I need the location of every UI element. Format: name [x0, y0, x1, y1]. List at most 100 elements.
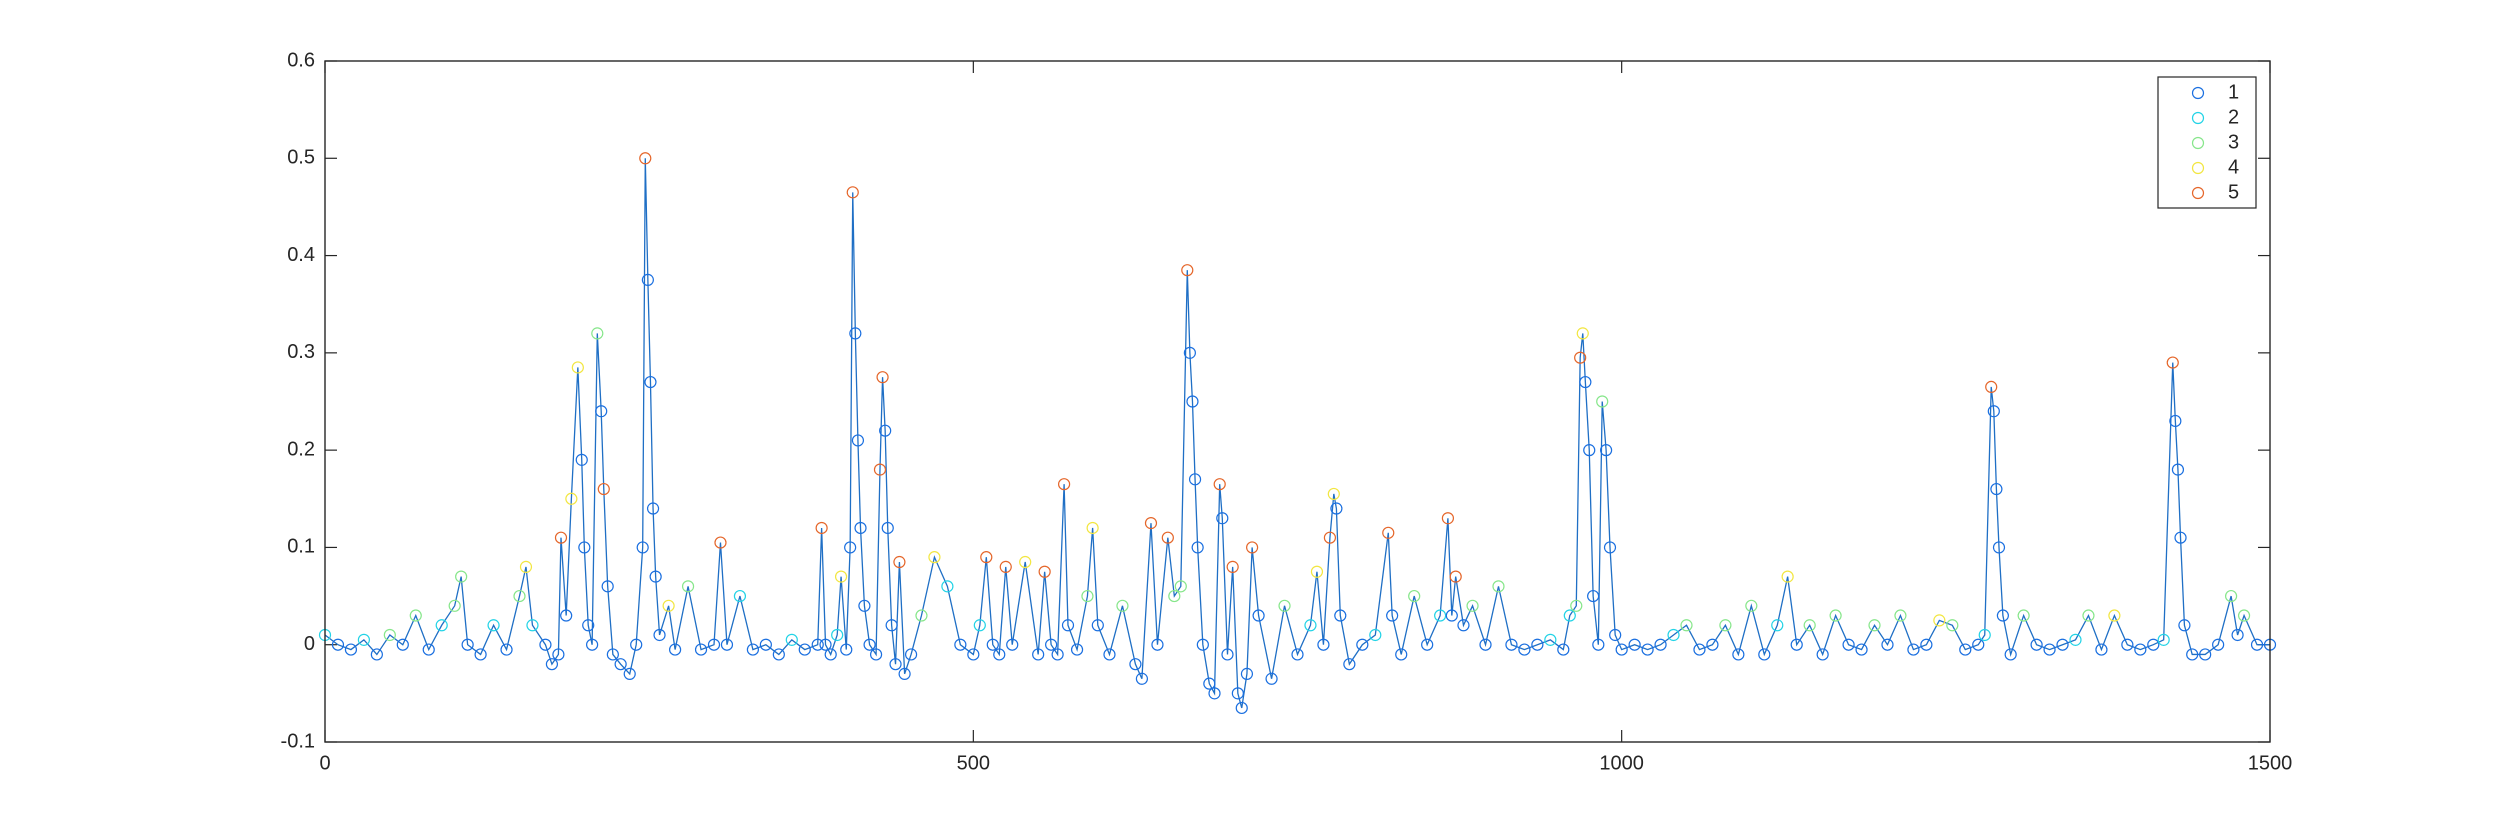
data-point [2121, 638, 2134, 651]
data-point [1310, 565, 1324, 578]
data-point [1609, 628, 1622, 642]
data-point [1317, 638, 1330, 651]
data-point [1574, 351, 1587, 364]
data-point [2082, 609, 2095, 622]
data-point [2166, 356, 2179, 369]
data-point [1719, 619, 1732, 632]
data-point [383, 628, 396, 642]
data-point [785, 633, 798, 646]
data-point [1842, 638, 1855, 651]
data-point [1531, 638, 1544, 651]
data-point [606, 648, 619, 661]
data-point [1231, 687, 1244, 700]
data-point [1061, 619, 1075, 632]
data-point [1129, 658, 1142, 671]
data-point [824, 648, 837, 661]
data-point [1441, 512, 1455, 525]
data-point [1745, 599, 1758, 612]
data-point [1161, 531, 1174, 544]
data-point [1758, 648, 1771, 661]
data-point [915, 609, 928, 622]
data-point [1445, 609, 1458, 622]
data-point [630, 638, 643, 651]
data-point [811, 638, 824, 651]
data-point [2030, 638, 2043, 651]
data-point [1449, 570, 1462, 583]
data-point [851, 434, 865, 447]
data-point [840, 643, 853, 656]
data-point [1038, 565, 1051, 578]
data-point [819, 638, 832, 651]
data-point [893, 555, 906, 569]
data-point [1628, 638, 1641, 651]
data-point [500, 643, 513, 656]
data-point [1203, 677, 1216, 690]
data-point [2174, 531, 2187, 544]
data-point [1019, 555, 1032, 569]
data-point [1334, 609, 1347, 622]
data-point [1434, 609, 1447, 622]
data-point [2004, 648, 2017, 661]
data-point [591, 327, 604, 340]
data-point [1327, 487, 1340, 501]
data-point [999, 560, 1012, 573]
data-point [1235, 701, 1248, 715]
data-point [601, 580, 614, 593]
data-point [1240, 667, 1254, 681]
legend-marker [2191, 86, 2205, 100]
data-point [904, 648, 918, 661]
x-tick-label: 0 [319, 752, 330, 774]
data-point [954, 638, 967, 651]
data-point [455, 570, 468, 583]
data-point [1978, 628, 1991, 642]
data-point [733, 589, 747, 603]
data-point [1457, 619, 1470, 632]
data-point [980, 551, 993, 564]
data-point [1343, 658, 1356, 671]
legend-label: 5 [2228, 181, 2239, 203]
data-point [1006, 638, 1019, 651]
data-point [586, 638, 599, 651]
data-point [1174, 580, 1187, 593]
legend-marker [2191, 111, 2205, 125]
data-point [2237, 609, 2251, 622]
data-point [649, 570, 662, 583]
data-point [1855, 643, 1868, 656]
data-point [1732, 648, 1745, 661]
data-point [2108, 609, 2121, 622]
legend-label: 1 [2228, 81, 2239, 103]
data-point [858, 599, 871, 612]
data-point [1421, 638, 1434, 651]
data-point [1252, 609, 1265, 622]
data-point [844, 541, 857, 554]
data-point [1291, 648, 1304, 661]
data-point [681, 580, 695, 593]
data-point [1369, 628, 1382, 642]
data-point [1278, 599, 1291, 612]
data-point [1583, 444, 1596, 457]
data-point [396, 638, 409, 651]
data-point [1563, 609, 1576, 622]
data-point [707, 638, 721, 651]
data-point [876, 371, 889, 384]
y-tick-label: 0.1 [287, 536, 315, 558]
y-tick-label: 0.3 [287, 341, 315, 363]
y-tick-label: 0.5 [287, 147, 315, 169]
data-point [1693, 643, 1706, 656]
legend-marker [2191, 136, 2205, 150]
data-point [1907, 643, 1920, 656]
data-point [2186, 648, 2199, 661]
data-point [1151, 638, 1164, 651]
data-point [1183, 346, 1196, 359]
legend-marker [2191, 161, 2205, 175]
data-point [1395, 648, 1408, 661]
data-point [1667, 628, 1680, 642]
data-point [1045, 638, 1058, 651]
data-point [1933, 614, 1946, 627]
data-point [1985, 380, 1998, 394]
data-point [597, 482, 610, 496]
data-point [879, 424, 892, 437]
data-point [720, 638, 734, 651]
